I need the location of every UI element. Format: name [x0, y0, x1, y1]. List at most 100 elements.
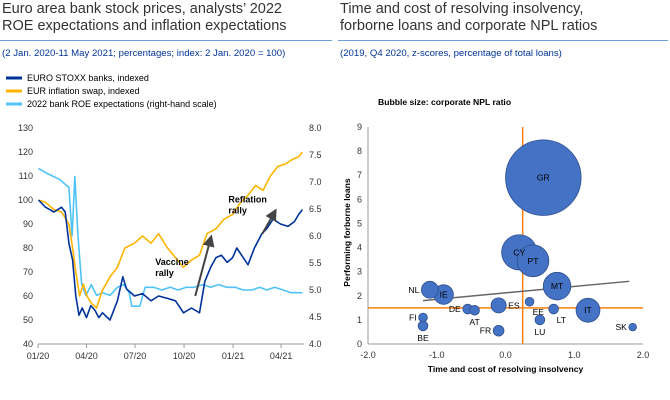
left-chart-title: Euro area bank stock prices, analysts’ 2…: [2, 1, 287, 35]
bubble-size-note: Bubble size: corporate NPL ratio: [378, 97, 511, 107]
x-tick-label: -1.0: [429, 350, 445, 360]
trend-line: [422, 280, 630, 302]
legend-label: EURO STOXX banks, indexed: [27, 73, 149, 83]
left-title-line-2: ROE expectations and inflation expectati…: [2, 18, 287, 34]
series-line-2: [38, 167, 303, 307]
right-chart-subtitle: (2019, Q4 2020, z-scores, percentage of …: [340, 48, 562, 59]
bubble-it: [575, 297, 601, 323]
x-axis-title: Time and cost of resolving insolvency: [428, 364, 584, 374]
y-tick-label: 8: [357, 146, 362, 156]
y-tick-label: 0: [357, 339, 362, 349]
bubble-label-nl: NL: [408, 285, 419, 295]
bubble-label-lu: LU: [534, 327, 545, 337]
bubble-be: [417, 320, 429, 332]
bubble-label-it: IT: [584, 305, 592, 315]
left-chart-subtitle: (2 Jan. 2020-11 May 2021; percentages; i…: [2, 48, 286, 59]
y-left-tick-label: 70: [23, 267, 33, 277]
y-left-tick-label: 110: [19, 171, 33, 181]
left-title-rule: [0, 40, 332, 41]
y-left-tick-label: 130: [18, 123, 33, 133]
y-left-tick-label: 120: [18, 147, 33, 157]
bubble-label-gr: GR: [537, 173, 550, 183]
x-tick-label: 1.0: [568, 350, 581, 360]
y-left-tick-label: 100: [18, 195, 33, 205]
y-tick-label: 2: [357, 291, 362, 301]
bubble-fi: [418, 312, 428, 323]
x-tick-label: 04/21: [270, 351, 293, 361]
bubble-mt: [542, 271, 572, 301]
x-tick-label: 2.0: [637, 350, 650, 360]
x-tick-label: 01/20: [27, 351, 50, 361]
annotation-text: rally: [155, 268, 174, 278]
right-title-line-1: Time and cost of resolving insolvency,: [340, 1, 584, 17]
y-tick-label: 1: [357, 315, 362, 325]
x-tick-label: 01/21: [222, 351, 245, 361]
left-line-chart: 01/20 04/20 07/20 10/20 01/21 04/21 40 50 60 70 80…: [6, 73, 322, 361]
y-right-tick-label: 8.0: [309, 123, 322, 133]
y-right-tick-label: 5.0: [309, 285, 322, 295]
y-tick-label: 3: [357, 267, 362, 277]
bubble-label-ee: EE: [533, 307, 545, 317]
y-right-tick-label: 4.0: [309, 339, 322, 349]
right-title-line-2: forborne loans and corporate NPL ratios: [340, 18, 598, 34]
series-line-1: [38, 151, 304, 309]
y-tick-label: 9: [357, 122, 362, 132]
right-chart-panel: Time and cost of resolving insolvency, f…: [338, 0, 670, 400]
bubble-label-fr: FR: [480, 326, 491, 336]
bubble-fr: [492, 324, 505, 337]
bubble-lt: [548, 303, 559, 315]
bubble-label-at: AT: [469, 317, 480, 327]
bubble-gr: [505, 139, 582, 216]
y-tick-label: 7: [357, 170, 362, 180]
y-right-tick-label: 4.5: [309, 312, 322, 322]
left-title-line-1: Euro area bank stock prices, analysts’ 2…: [2, 1, 282, 17]
y-left-tick-label: 90: [23, 219, 33, 229]
series-line-0: [37, 199, 304, 321]
annotation-text: Vaccine: [155, 257, 189, 267]
y-left-tick-label: 50: [23, 315, 33, 325]
bubble-label-ie: IE: [440, 290, 448, 300]
bubble-label-pt: PT: [528, 256, 540, 266]
right-bubble-chart: Bubble size: corporate NPL ratio -2.0 -1.0…: [342, 97, 650, 374]
bubble-nl: [421, 280, 439, 299]
bubble-label-sk: SK: [615, 322, 627, 332]
x-tick-label: -2.0: [360, 350, 376, 360]
y-right-tick-label: 6.5: [309, 204, 322, 214]
bubble-sk: [628, 322, 637, 332]
y-right-tick-label: 7.0: [309, 177, 322, 187]
bubble-label-mt: MT: [551, 281, 564, 291]
right-chart-title: Time and cost of resolving insolvency, f…: [340, 1, 597, 35]
y-tick-label: 4: [357, 243, 362, 253]
annotation-arrow-0: [194, 234, 215, 297]
legend-label: 2022 bank ROE expectations (right-hand s…: [27, 99, 217, 109]
y-left-tick-label: 40: [23, 339, 33, 349]
bubble-label-de: DE: [449, 304, 461, 314]
x-tick-label: 0.0: [499, 350, 512, 360]
x-tick-label: 07/20: [124, 351, 147, 361]
bubble-label-be: BE: [417, 333, 429, 343]
bubble-label-fi: FI: [409, 312, 417, 322]
bubble-label-lt: LT: [557, 315, 567, 325]
y-right-tick-label: 5.5: [309, 258, 322, 268]
bubble-at: [469, 304, 480, 316]
bubble-ee: [524, 297, 535, 307]
y-left-tick-label: 80: [23, 243, 33, 253]
x-tick-label: 10/20: [173, 351, 196, 361]
bubble-es: [490, 297, 507, 314]
y-tick-label: 5: [357, 218, 362, 228]
x-tick-label: 04/20: [75, 351, 98, 361]
right-title-rule: [338, 40, 668, 41]
left-chart-panel: Euro area bank stock prices, analysts’ 2…: [0, 0, 332, 400]
annotation-text: Reflation: [228, 194, 267, 204]
y-axis-title: Performing forborne loans: [342, 178, 352, 287]
y-tick-label: 6: [357, 194, 362, 204]
legend-label: EUR inflation swap, indexed: [27, 86, 140, 96]
annotation-text: rally: [228, 205, 247, 215]
y-right-tick-label: 7.5: [309, 150, 322, 160]
bubble-label-es: ES: [508, 300, 520, 310]
bubble-lu: [534, 314, 546, 326]
bubble-pt: [516, 244, 550, 278]
y-right-tick-label: 6.0: [309, 231, 322, 241]
bubble-label-cy: CY: [513, 247, 525, 257]
y-left-tick-label: 60: [23, 291, 33, 301]
